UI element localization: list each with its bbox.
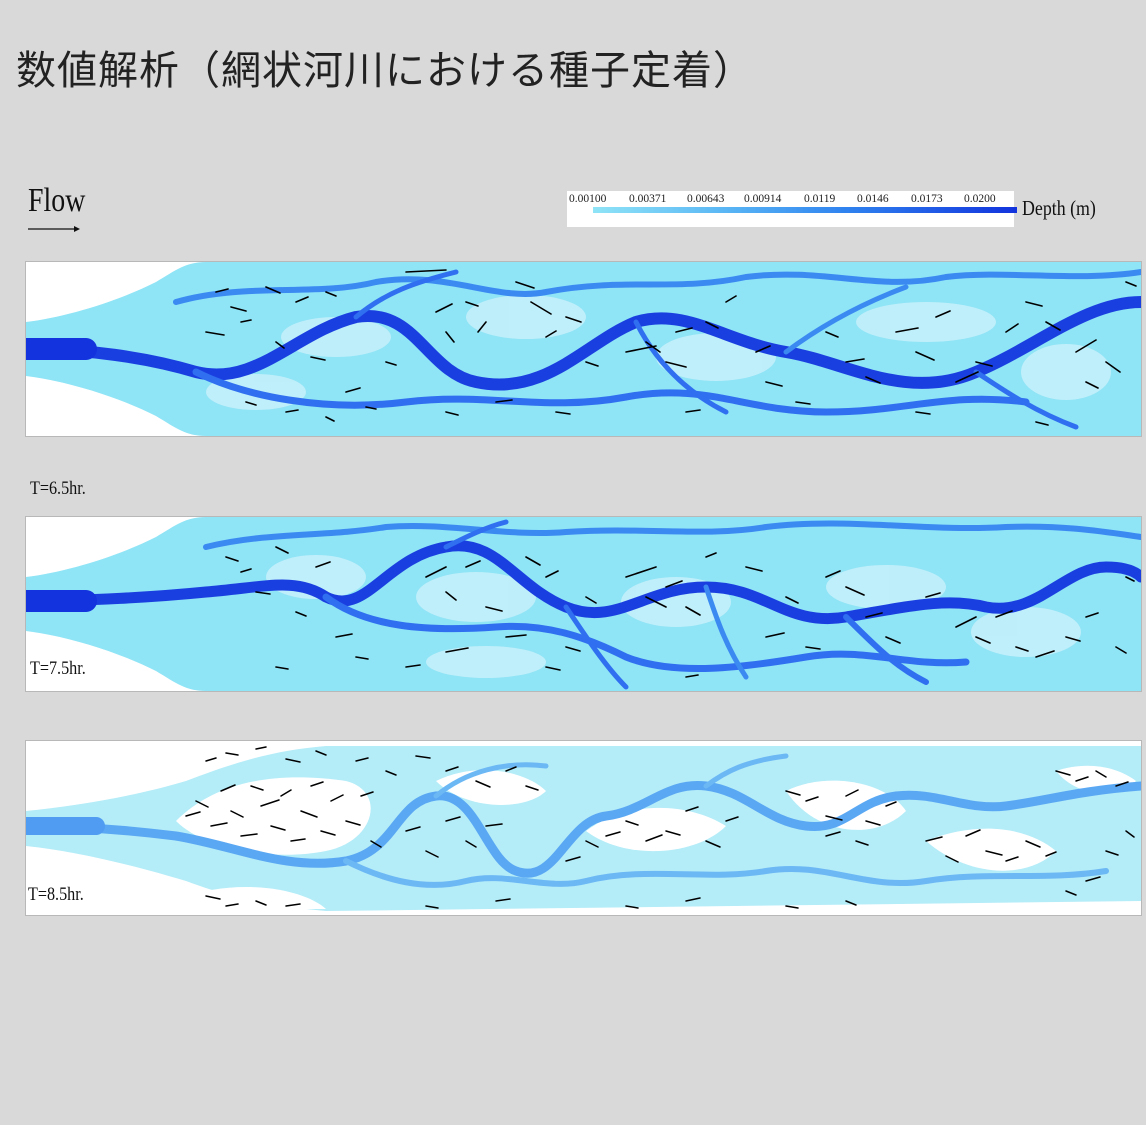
colorbar-tick: 0.0146: [857, 193, 889, 205]
simulation-panel-2: [25, 516, 1142, 692]
river-depth-map-1: [26, 262, 1141, 436]
colorbar-tick: 0.0119: [804, 193, 836, 205]
colorbar-tick: 0.00100: [569, 193, 607, 205]
colorbar-unit: Depth (m): [1022, 196, 1096, 220]
flow-arrow-icon: [28, 226, 80, 232]
simulation-panel-3: [25, 740, 1142, 916]
panel-time-label: T=8.5hr.: [28, 884, 84, 905]
colorbar-tick: 0.00371: [629, 193, 667, 205]
page-title: 数値解析（網状河川における種子定着）: [16, 48, 754, 94]
depth-colorbar: 0.00100 0.00371 0.00643 0.00914 0.0119 0…: [567, 191, 1017, 227]
colorbar-tick: 0.0200: [964, 193, 996, 205]
panel-time-label: T=7.5hr.: [30, 658, 86, 679]
flow-label: Flow: [28, 182, 86, 219]
simulation-panel-1: [25, 261, 1142, 437]
colorbar-tick: 0.00643: [687, 193, 725, 205]
river-depth-map-2: [26, 517, 1141, 691]
panel-time-label: T=6.5hr.: [30, 478, 86, 499]
colorbar-tick: 0.00914: [744, 193, 782, 205]
colorbar-gradient: [593, 207, 1017, 213]
river-depth-map-3: [26, 741, 1141, 915]
colorbar-tick: 0.0173: [911, 193, 943, 205]
colorbar-ticks: 0.00100 0.00371 0.00643 0.00914 0.0119 0…: [567, 193, 1014, 205]
